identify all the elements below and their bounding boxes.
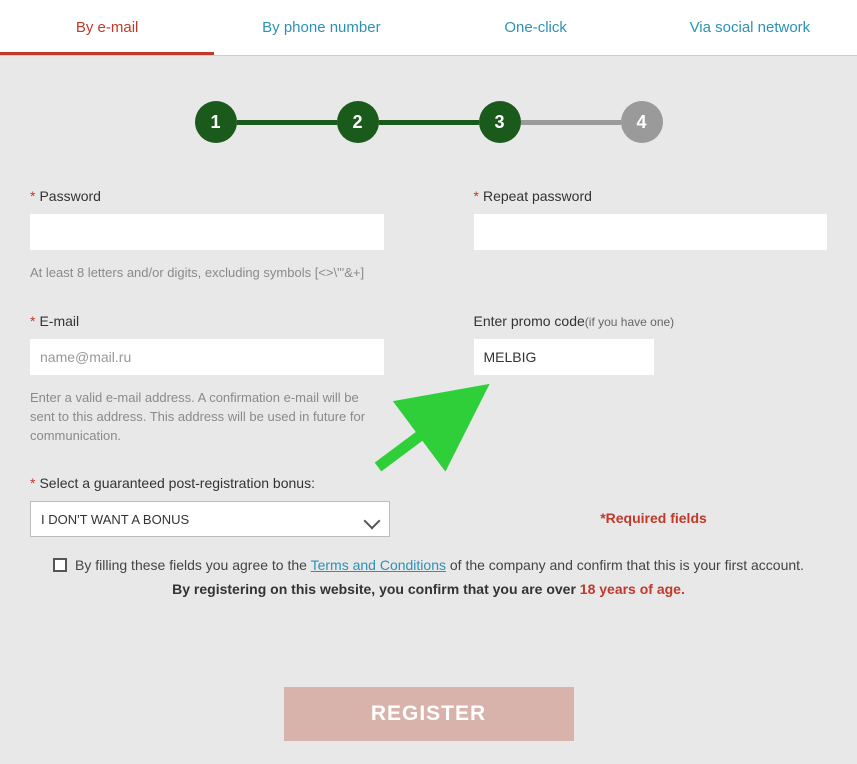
step-4: 4 — [621, 101, 663, 143]
tab-email[interactable]: By e-mail — [0, 0, 214, 55]
password-label: *Password — [30, 188, 384, 204]
progress-stepper: 1 2 3 4 — [30, 56, 827, 188]
repeat-password-input[interactable] — [474, 214, 828, 250]
promo-input[interactable] — [474, 339, 654, 375]
required-fields-note: *Required fields — [600, 510, 707, 526]
bonus-label: *Select a guaranteed post-registration b… — [30, 475, 390, 491]
tab-phone[interactable]: By phone number — [214, 0, 428, 55]
connector-2-3 — [379, 120, 479, 125]
email-hint: Enter a valid e-mail address. A confirma… — [30, 389, 384, 446]
email-input[interactable] — [30, 339, 384, 375]
password-input[interactable] — [30, 214, 384, 250]
agree-text: By filling these fields you agree to the… — [75, 557, 804, 573]
connector-1-2 — [237, 120, 337, 125]
repeat-password-label: *Repeat password — [474, 188, 828, 204]
step-2: 2 — [337, 101, 379, 143]
tab-oneclick[interactable]: One-click — [429, 0, 643, 55]
connector-3-4 — [521, 120, 621, 125]
terms-link[interactable]: Terms and Conditions — [311, 557, 446, 573]
tab-social[interactable]: Via social network — [643, 0, 857, 55]
register-button[interactable]: REGISTER — [284, 687, 574, 741]
email-label: *E-mail — [30, 313, 384, 329]
step-3: 3 — [479, 101, 521, 143]
age-confirmation: By registering on this website, you conf… — [30, 581, 827, 597]
password-hint: At least 8 letters and/or digits, exclud… — [30, 264, 384, 283]
bonus-select[interactable]: I DON'T WANT A BONUS — [30, 501, 390, 537]
agree-checkbox[interactable] — [53, 558, 67, 572]
promo-label: Enter promo code(if you have one) — [474, 313, 828, 329]
step-1: 1 — [195, 101, 237, 143]
registration-tabs: By e-mail By phone number One-click Via … — [0, 0, 857, 56]
registration-form: 1 2 3 4 *Password At least 8 letters and… — [0, 56, 857, 741]
